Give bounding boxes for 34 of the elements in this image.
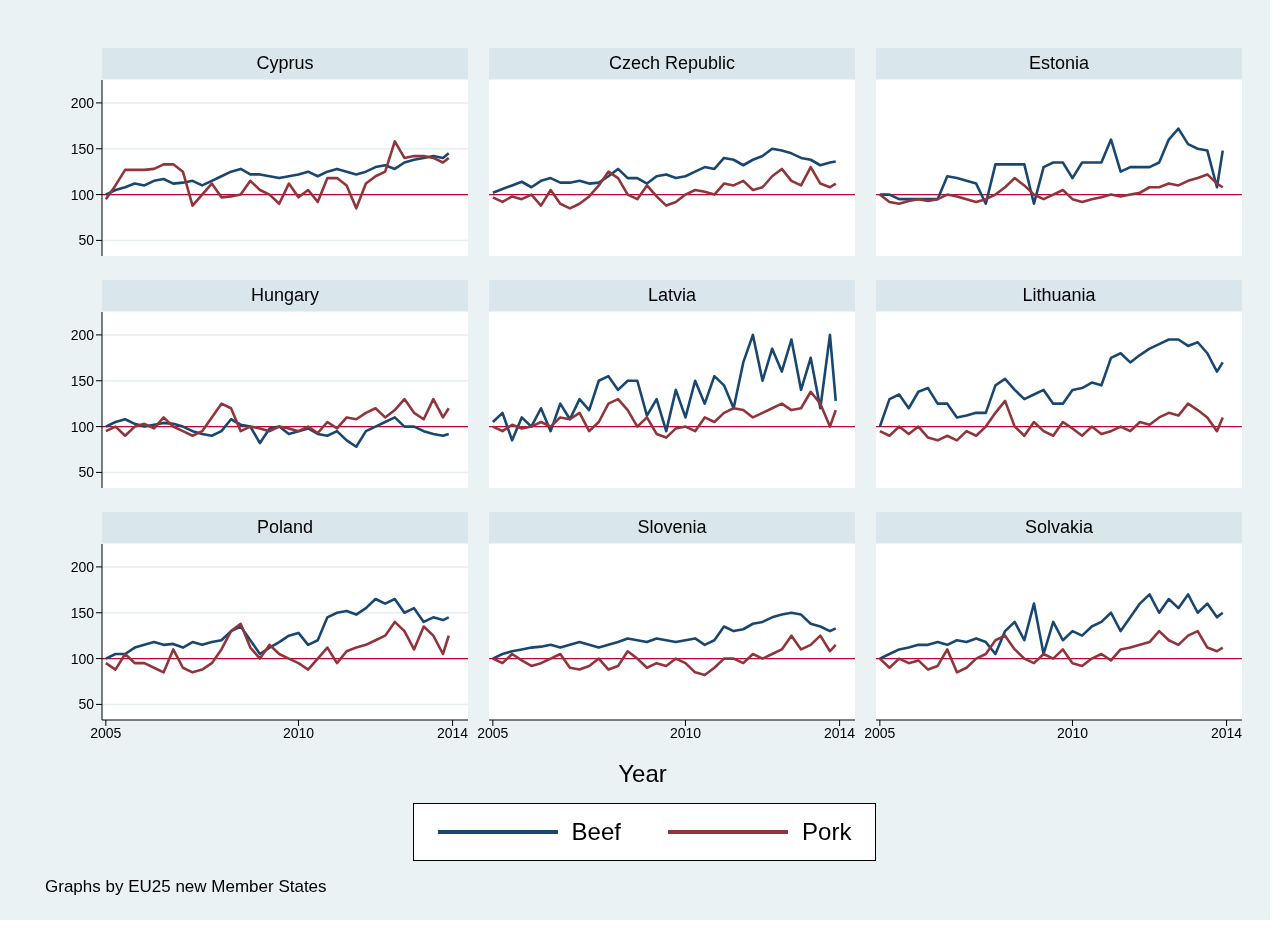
- x-tick-label: 2014: [1211, 724, 1243, 741]
- chart-title: Slovenia: [489, 512, 855, 543]
- legend-label: Pork: [802, 818, 852, 846]
- x-tick-label: 2005: [477, 724, 509, 741]
- chart-title: Czech Republic: [489, 48, 855, 79]
- x-tick-label: 2014: [824, 724, 856, 741]
- x-tick-label: 2010: [669, 724, 702, 741]
- y-tick-label: 50: [78, 696, 95, 713]
- y-tick-label: 150: [70, 372, 95, 389]
- chart-title: Lithuania: [876, 280, 1242, 311]
- x-tick-label: 2005: [864, 724, 896, 741]
- x-tick-label: 2014: [437, 724, 469, 741]
- text: Graphs by EU25 new Member States: [45, 877, 327, 897]
- x-axis-title: Year: [617, 760, 668, 788]
- chart-title: Solvakia: [876, 512, 1242, 543]
- y-tick-label: 100: [70, 418, 95, 435]
- x-tick-label: 2010: [282, 724, 315, 741]
- y-tick-label: 150: [70, 604, 95, 621]
- legend-label: Beef: [571, 818, 621, 846]
- y-tick-label: 200: [70, 94, 95, 111]
- y-tick-label: 150: [70, 140, 95, 157]
- y-tick-label: 200: [70, 326, 95, 343]
- y-tick-label: 100: [70, 650, 95, 667]
- chart-title: Cyprus: [102, 48, 468, 79]
- chart-title: Poland: [102, 512, 468, 543]
- y-tick-label: 50: [78, 464, 95, 481]
- y-tick-label: 100: [70, 186, 95, 203]
- chart-title: Estonia: [876, 48, 1242, 79]
- x-tick-label: 2005: [90, 724, 122, 741]
- chart-title: Hungary: [102, 280, 468, 311]
- x-tick-label: 2010: [1056, 724, 1089, 741]
- y-tick-label: 50: [78, 232, 95, 249]
- y-tick-label: 200: [70, 558, 95, 575]
- chart-title: Latvia: [489, 280, 855, 311]
